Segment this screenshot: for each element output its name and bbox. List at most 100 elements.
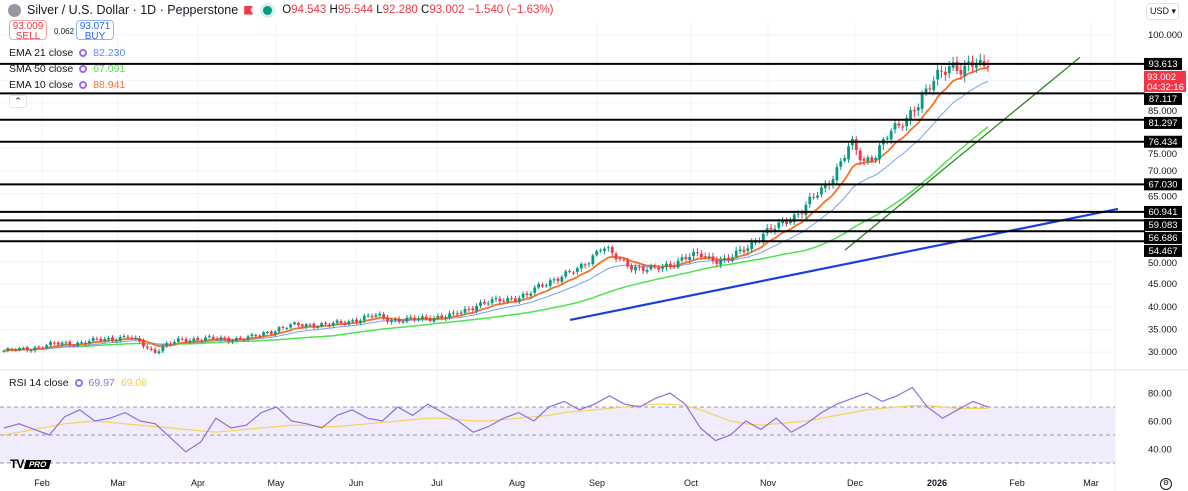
- candle-body: [510, 298, 513, 300]
- candle-body: [242, 339, 246, 341]
- price-axis-label: 45.000: [1148, 279, 1177, 290]
- candle-body: [289, 324, 293, 328]
- candle-body: [111, 337, 114, 341]
- candle-body: [804, 205, 808, 216]
- candle-body: [258, 335, 262, 337]
- candle-body: [91, 338, 95, 341]
- candle-body: [397, 318, 401, 323]
- candle-body: [223, 337, 227, 339]
- candle-body: [378, 313, 382, 316]
- time-axis-label: Oct: [683, 478, 699, 488]
- candle-body: [870, 157, 874, 161]
- rsi-axis-label: 80.00: [1148, 389, 1172, 400]
- candle-body: [76, 342, 80, 346]
- candle-body: [506, 298, 510, 302]
- candle-body: [374, 315, 378, 317]
- candle-body: [207, 336, 211, 338]
- candle-body: [80, 342, 83, 344]
- candle-body: [494, 298, 498, 300]
- candle-body: [839, 161, 843, 167]
- candle-body: [293, 322, 296, 325]
- candle-body: [924, 88, 928, 94]
- candle-body: [761, 233, 765, 243]
- price-axis-label: 85.000: [1148, 106, 1177, 117]
- candle-body: [974, 64, 978, 68]
- candle-body: [630, 265, 633, 270]
- candle-body: [943, 71, 947, 75]
- level-label: 67.030: [1148, 179, 1177, 190]
- candle-body: [486, 303, 490, 305]
- level-label: 87.117: [1149, 94, 1177, 105]
- candle-body: [862, 158, 866, 161]
- candle-body: [424, 316, 428, 319]
- legend-ema21[interactable]: EMA 21 close 82.230: [9, 47, 126, 59]
- candle-body: [250, 334, 254, 337]
- candle-body: [719, 259, 723, 265]
- collapse-legend-button[interactable]: ⌃: [9, 95, 27, 108]
- candle-body: [823, 183, 827, 189]
- spread-value: 0.062: [54, 27, 75, 36]
- candle-body: [390, 320, 393, 322]
- sell-button[interactable]: 93.009 SELL: [9, 20, 47, 42]
- candle-body: [475, 305, 479, 311]
- ohlc-values: O94.543 H95.544 L92.280 C93.002 −1.540 (…: [282, 4, 554, 16]
- candle-body: [986, 66, 990, 68]
- candle-body: [382, 314, 386, 318]
- candle-body: [769, 227, 773, 230]
- candle-body: [707, 256, 711, 258]
- time-axis-label: Dec: [846, 478, 864, 488]
- candle-body: [103, 339, 107, 342]
- candle-body: [947, 66, 951, 74]
- currency-select[interactable]: USD ▾: [1146, 3, 1179, 20]
- rsi-axis-label: 40.00: [1148, 445, 1172, 456]
- candle-body: [901, 126, 905, 128]
- legend-rsi[interactable]: RSI 14 close 69.97 69.08: [9, 377, 148, 389]
- candle-body: [587, 263, 591, 265]
- ema10-line: [3, 67, 989, 352]
- candle-body: [521, 293, 525, 298]
- candle-body: [455, 313, 459, 315]
- legend-sma50[interactable]: SMA 50 close 67.091: [9, 63, 126, 75]
- candle-body: [885, 138, 889, 140]
- settings-gear-icon[interactable]: ⚙: [1160, 478, 1172, 490]
- candle-body: [657, 267, 661, 270]
- level-label: 93.613: [1148, 59, 1177, 70]
- level-label-box: [1144, 231, 1182, 244]
- indicator-icon: [79, 65, 88, 73]
- candle-body: [138, 338, 141, 342]
- candle-body: [653, 266, 657, 268]
- level-label-box: [1144, 57, 1182, 70]
- level-label: 59.083: [1148, 220, 1177, 231]
- candle-body: [331, 322, 335, 326]
- candle-body: [347, 321, 351, 325]
- candle-body: [777, 222, 781, 228]
- candle-body: [789, 221, 792, 224]
- candle-body: [196, 338, 200, 341]
- time-axis-label: Mar: [110, 478, 126, 488]
- candle-body: [444, 317, 448, 319]
- candle-body: [173, 342, 176, 344]
- flag-icon[interactable]: [244, 5, 254, 15]
- candle-body: [448, 313, 451, 318]
- candle-body: [21, 347, 25, 349]
- buy-button[interactable]: 93.071 BUY: [76, 20, 114, 42]
- time-axis-label: Nov: [759, 478, 777, 488]
- legend-ema10[interactable]: EMA 10 close 88.941: [9, 79, 126, 91]
- candle-body: [800, 213, 804, 215]
- candle-body: [831, 179, 835, 184]
- candle-body: [734, 250, 738, 257]
- candle-body: [142, 340, 145, 347]
- candle-body: [335, 320, 339, 323]
- candle-body: [909, 110, 912, 120]
- candle-body: [409, 317, 413, 319]
- candle-body: [328, 324, 331, 326]
- candle-body: [420, 316, 424, 319]
- candle-body: [320, 323, 324, 327]
- trendline-blue: [569, 207, 1119, 322]
- candle-body: [436, 316, 440, 319]
- candle-body: [459, 312, 463, 314]
- symbol-title[interactable]: Silver / U.S. Dollar · 1D · Pepperstone: [27, 3, 239, 17]
- candle-body: [874, 157, 878, 160]
- candle-body: [940, 70, 943, 72]
